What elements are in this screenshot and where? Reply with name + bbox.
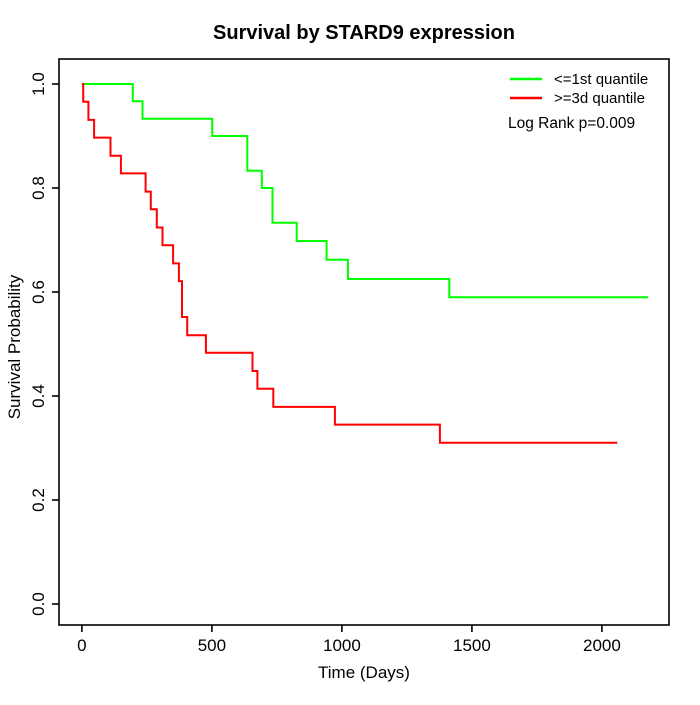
log-rank-annotation: Log Rank p=0.009 (508, 115, 635, 132)
y-tick-label: 0.6 (29, 280, 48, 304)
y-axis-ticks: 0.0 0.2 0.4 0.6 0.8 1.0 (29, 72, 59, 616)
x-tick-label: 1500 (453, 636, 491, 655)
y-tick-label: 0.4 (29, 384, 48, 408)
survival-curves (81, 83, 649, 444)
survival-curve-third-quantile (81, 83, 618, 444)
legend: <=1st quantile >=3d quantile Log Rank p=… (508, 71, 648, 132)
legend-label-third-quantile: >=3d quantile (554, 90, 645, 107)
y-tick-label: 1.0 (29, 72, 48, 96)
x-axis-label: Time (Days) (318, 663, 410, 682)
y-axis-label: Survival Probability (5, 274, 24, 419)
x-tick-label: 0 (77, 636, 86, 655)
legend-label-first-quantile: <=1st quantile (554, 71, 648, 88)
x-axis-ticks: 0 500 1000 1500 2000 (77, 625, 621, 655)
chart-title: Survival by STARD9 expression (213, 22, 515, 44)
x-tick-label: 2000 (583, 636, 621, 655)
plot-frame (58, 58, 670, 626)
survival-curve-first-quantile (81, 83, 649, 299)
x-tick-label: 500 (198, 636, 226, 655)
x-tick-label: 1000 (323, 636, 361, 655)
y-tick-label: 0.0 (29, 592, 48, 616)
y-tick-label: 0.2 (29, 488, 48, 512)
y-tick-label: 0.8 (29, 176, 48, 200)
